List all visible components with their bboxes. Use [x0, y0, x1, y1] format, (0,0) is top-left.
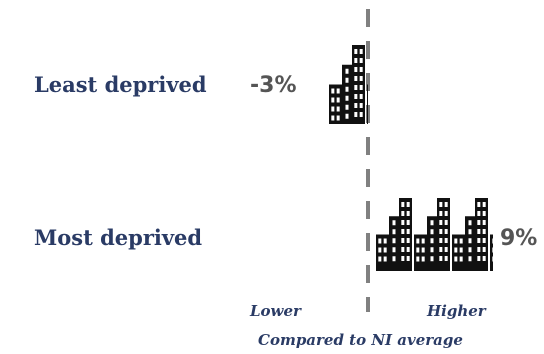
axis-right-label: Higher	[427, 302, 486, 320]
bar-least-deprived	[329, 45, 368, 124]
category-label-least-deprived: Least deprived	[34, 72, 207, 97]
bar-most-deprived	[376, 198, 493, 271]
value-label-most-deprived: 9%	[500, 226, 538, 251]
x-axis-title: Compared to NI average	[258, 331, 463, 349]
category-label-most-deprived: Most deprived	[34, 225, 203, 250]
value-label-least-deprived: -3%	[250, 73, 297, 98]
axis-left-label: Lower	[250, 302, 301, 320]
